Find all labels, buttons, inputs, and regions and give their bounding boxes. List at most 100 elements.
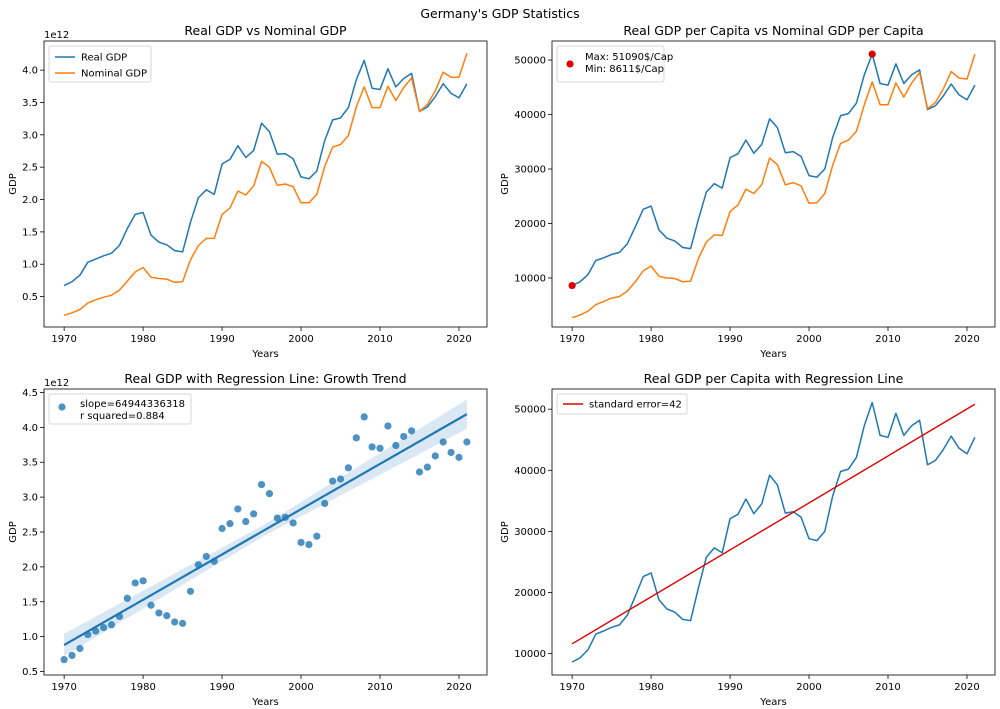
- x-tick-label: 2020: [446, 682, 471, 693]
- scatter-point: [415, 468, 424, 476]
- scatter-point: [360, 413, 368, 421]
- scatter-point: [431, 452, 439, 460]
- axes-frame: [551, 40, 996, 328]
- scatter-point: [376, 444, 384, 452]
- y-tick-label: 2.0: [22, 195, 38, 206]
- scatter-point: [147, 601, 155, 609]
- x-tick-label: 1990: [717, 334, 742, 345]
- y-axis-label: GDP: [8, 173, 19, 194]
- y-tick-label: 2.0: [22, 562, 38, 573]
- y-tick-label: 1.5: [22, 597, 38, 608]
- legend: Real GDP Nominal GDP: [48, 45, 152, 83]
- x-tick-label: 1980: [638, 334, 663, 345]
- scatter-point: [107, 621, 116, 629]
- chart-title: Real GDP per Capita with Regression Line: [644, 371, 904, 386]
- x-tick-label: 2000: [796, 682, 821, 693]
- y-tick-label: 2.5: [22, 528, 38, 539]
- scatter-point: [368, 443, 376, 451]
- x-tick-label: 1980: [130, 334, 155, 345]
- legend-label: r squared=0.884: [80, 411, 165, 422]
- scatter-point: [76, 644, 84, 653]
- x-axis-label: Years: [251, 697, 278, 708]
- series-line-1: [571, 53, 976, 287]
- legend: standard error=42: [556, 393, 688, 415]
- y-tick-label: 50000: [514, 56, 546, 67]
- scatter-point: [123, 594, 131, 602]
- y-tick-label: 2.5: [22, 163, 38, 174]
- scatter-point: [439, 438, 447, 446]
- chart-title: Real GDP vs Nominal GDP: [184, 23, 347, 38]
- y-tick-label: 0.5: [22, 667, 38, 678]
- chart-1: Real GDP vs Nominal GDP Years GDP 1e12 1970 1…: [8, 23, 488, 360]
- x-tick-label: 2010: [875, 682, 900, 693]
- scatter-point: [297, 538, 305, 547]
- y-offset-label: 1e12: [44, 30, 69, 41]
- x-tick-label: 2020: [446, 334, 471, 345]
- scatter-point: [407, 427, 416, 435]
- y-axis-label: GDP: [8, 521, 19, 542]
- scatter-point: [234, 505, 242, 513]
- y-tick-label: 3.0: [22, 130, 38, 141]
- chart-4: Real GDP per Capita with Regression Line…: [500, 371, 996, 708]
- scatter-point: [186, 587, 195, 595]
- x-tick-label: 2010: [367, 334, 392, 345]
- scatter-point: [447, 448, 455, 457]
- x-tick-label: 2000: [796, 334, 821, 345]
- y-tick-label: 20000: [514, 219, 546, 230]
- scatter-point: [352, 434, 360, 442]
- extreme-point-marker: [568, 281, 576, 290]
- x-tick-label: 2020: [954, 334, 979, 345]
- y-tick-label: 20000: [514, 588, 546, 599]
- y-tick-label: 40000: [514, 466, 546, 477]
- x-tick-label: 1970: [559, 682, 584, 693]
- scatter-point: [250, 510, 258, 518]
- x-axis-label: Years: [759, 697, 786, 708]
- x-tick-label: 1970: [51, 334, 76, 345]
- y-tick-label: 0.5: [22, 292, 38, 303]
- legend-label: Real GDP: [81, 53, 127, 64]
- legend-label: slope=64944336318: [80, 399, 185, 410]
- y-tick-label: 30000: [514, 165, 546, 176]
- legend-box: [48, 393, 192, 425]
- scatter-point: [92, 627, 100, 635]
- y-tick-label: 30000: [514, 527, 546, 538]
- x-tick-label: 2000: [288, 682, 313, 693]
- y-tick-label: 1.5: [22, 227, 38, 238]
- legend-label: Max: 51090$/Cap: [585, 52, 673, 63]
- y-tick-label: 4.5: [22, 388, 38, 399]
- chart-2: Real GDP per Capita vs Nominal GDP per C…: [500, 23, 996, 360]
- scatter-point: [344, 464, 353, 472]
- scatter-point: [163, 612, 171, 620]
- series-line-2: [571, 53, 976, 319]
- figure-suptitle: Germany's GDP Statistics: [420, 6, 579, 21]
- scatter-point: [131, 579, 139, 587]
- y-tick-label: 1.0: [22, 632, 38, 643]
- scatter-point: [455, 453, 463, 461]
- regression-line: [63, 413, 468, 646]
- scatter-point: [100, 623, 108, 632]
- scatter-point: [171, 618, 179, 626]
- scatter-point: [329, 477, 337, 485]
- y-tick-label: 3.5: [22, 458, 38, 469]
- y-tick-label: 1.0: [22, 260, 38, 271]
- scatter-point: [392, 441, 400, 450]
- regression-line: [571, 403, 976, 645]
- scatter-point: [321, 499, 329, 507]
- x-axis-label: Years: [759, 349, 786, 360]
- y-offset-label: 1e12: [44, 378, 69, 389]
- y-tick-label: 50000: [514, 405, 546, 416]
- legend-marker: [58, 403, 66, 411]
- scatter-point: [218, 524, 226, 533]
- scatter-point: [257, 480, 266, 489]
- y-tick-label: 4.0: [22, 66, 38, 77]
- axes-frame: [43, 40, 488, 328]
- y-tick-label: 10000: [514, 649, 546, 660]
- y-axis-label: GDP: [500, 521, 511, 542]
- x-axis-label: Years: [251, 349, 278, 360]
- x-tick-label: 1990: [209, 334, 234, 345]
- x-tick-label: 1980: [638, 682, 663, 693]
